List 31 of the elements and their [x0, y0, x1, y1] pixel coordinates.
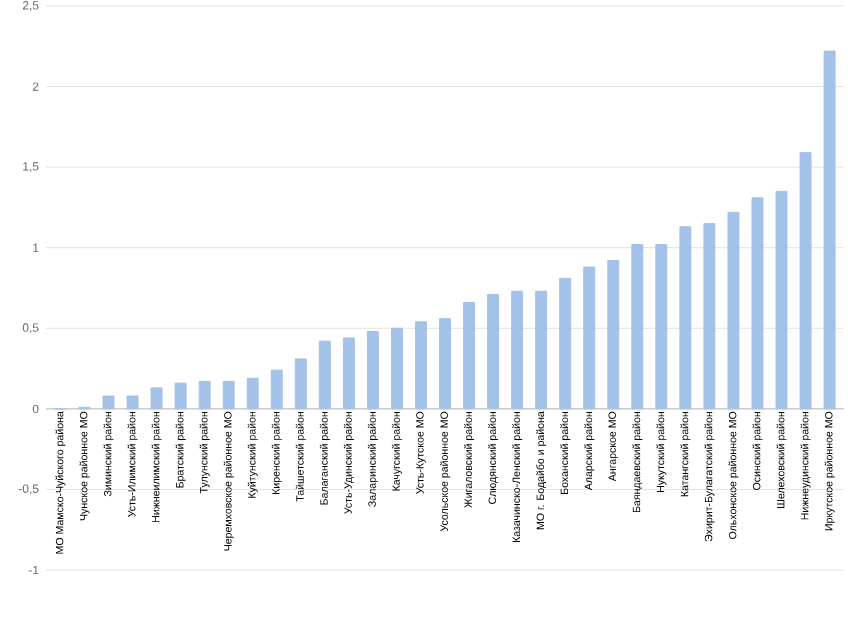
- bar: [390, 327, 403, 410]
- bar: [607, 260, 620, 410]
- bar: [583, 266, 596, 410]
- bar: [535, 290, 548, 410]
- bar: [439, 318, 451, 410]
- bar: [799, 152, 812, 410]
- bar: [102, 395, 115, 410]
- bar: [775, 190, 788, 410]
- bar: [318, 340, 331, 410]
- bar: [631, 243, 644, 410]
- bar: [198, 380, 211, 410]
- bar: [655, 243, 668, 410]
- bar: [727, 211, 740, 410]
- bar: [679, 226, 692, 410]
- bar: [366, 331, 379, 410]
- bar: [270, 369, 283, 410]
- bar: [294, 358, 307, 410]
- bar: [703, 223, 716, 410]
- bar: [559, 277, 572, 410]
- bar: [414, 321, 427, 410]
- bar: [222, 380, 235, 410]
- bar: [511, 290, 524, 410]
- bar: [150, 387, 163, 410]
- bar: [463, 302, 476, 410]
- bar: [246, 377, 259, 410]
- bar: [174, 382, 187, 410]
- bar: [126, 395, 139, 410]
- bar: [342, 337, 355, 410]
- bar: [751, 197, 764, 410]
- bar: [823, 50, 836, 410]
- bar: [487, 293, 500, 410]
